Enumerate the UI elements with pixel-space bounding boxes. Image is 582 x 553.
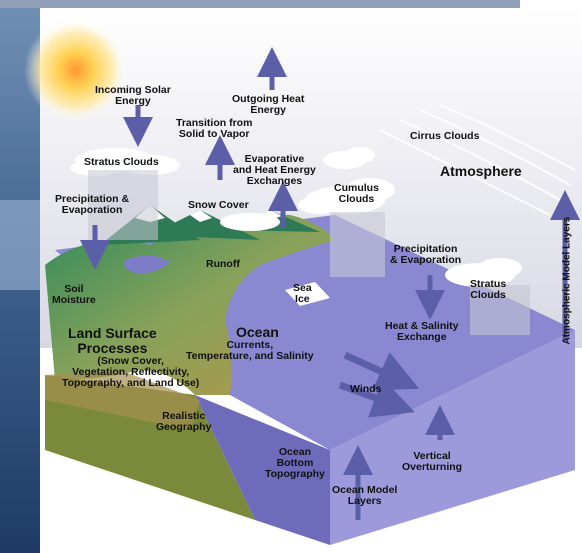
land-cliff xyxy=(45,375,255,520)
label-stratus-right: Stratus Clouds xyxy=(470,278,507,301)
label-outgoing-heat: Outgoing Heat Energy xyxy=(232,93,305,116)
label-snow-cover: Snow Cover xyxy=(188,199,249,211)
cloud-icon xyxy=(220,213,280,231)
label-ocean-sub: Currents, Temperature, and Salinity xyxy=(186,339,314,362)
label-soil-moisture: Soil Moisture xyxy=(52,283,96,306)
label-heat-salinity: Heat & Salinity Exchange xyxy=(385,320,459,343)
top-strip xyxy=(0,0,520,8)
label-ocean-bottom: Ocean Bottom Topography xyxy=(265,446,325,480)
atmosphere-streaks xyxy=(379,104,576,216)
label-runoff: Runoff xyxy=(206,258,240,270)
ocean-side-right xyxy=(330,330,575,545)
cloud-icon xyxy=(298,178,395,214)
label-precip-left: Precipitation & Evaporation xyxy=(55,193,130,216)
sun-icon xyxy=(24,18,128,122)
label-vertical-overturning: Vertical Overturning xyxy=(402,450,463,473)
label-sea-ice: Sea Ice xyxy=(293,282,312,305)
label-transition: Transition from Solid to Vapor xyxy=(176,117,253,140)
arrow-icon xyxy=(80,47,580,520)
label-incoming-solar: Incoming Solar Energy xyxy=(95,84,171,107)
label-ocean-model-layers: Ocean Model Layers xyxy=(332,484,398,507)
arrow-icon xyxy=(338,351,420,418)
label-ocean: Ocean xyxy=(236,324,279,340)
lake xyxy=(124,255,170,274)
label-atm-model-layers: Atmospheric Model Layers xyxy=(561,216,573,345)
sea-ice xyxy=(285,282,330,306)
cloud-icon xyxy=(445,258,522,287)
cloud-icon xyxy=(323,147,375,169)
ocean-side-left xyxy=(195,395,330,545)
land-region xyxy=(45,214,335,395)
label-realistic-geography: Realistic Geography xyxy=(156,410,212,433)
label-land-surface-sub: (Snow Cover, Vegetation, Reflectivity, T… xyxy=(62,355,200,389)
label-evaporative: Evaporative and Heat Energy Exchanges xyxy=(233,153,316,187)
label-atmosphere: Atmosphere xyxy=(440,163,522,179)
label-stratus-left: Stratus Clouds xyxy=(84,156,159,168)
label-cumulus: Cumulus Clouds xyxy=(334,182,379,205)
label-cirrus: Cirrus Clouds xyxy=(410,130,480,142)
label-winds: Winds xyxy=(350,383,382,395)
label-precip-right: Precipitation & Evaporation xyxy=(390,243,462,266)
label-land-surface: Land Surface Processes xyxy=(68,325,157,356)
